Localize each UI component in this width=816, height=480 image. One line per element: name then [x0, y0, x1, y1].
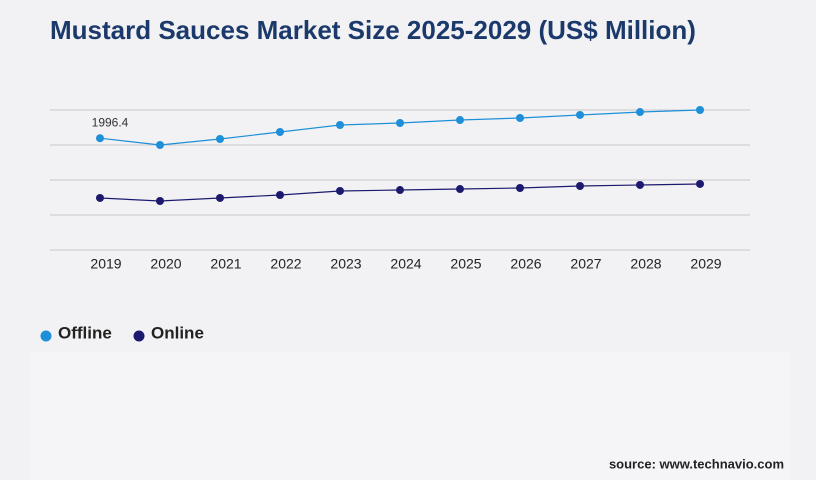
data-point: [516, 114, 524, 123]
data-point: [156, 197, 164, 205]
data-point: [636, 180, 644, 189]
source: source: www.technavio.com: [609, 456, 784, 471]
panel: [30, 352, 790, 480]
data-point: [336, 121, 344, 130]
x-tick-label: 2024: [390, 256, 421, 272]
data-point: [276, 128, 284, 137]
data-point: [216, 135, 224, 144]
data-point: [216, 193, 224, 202]
data-point: [576, 110, 584, 119]
x-tick-label: 2020: [150, 256, 181, 272]
data-point: [96, 134, 104, 143]
x-tick-label: 2027: [570, 256, 601, 272]
data-point: [636, 108, 644, 117]
data-point: [396, 118, 404, 127]
x-tick-label: 2019: [90, 256, 121, 272]
x-tick-label: 2028: [630, 256, 661, 272]
data-point: [516, 184, 524, 193]
legend-label: Offline: [58, 323, 112, 342]
data-point: [576, 181, 584, 190]
x-tick-label: 2022: [270, 256, 301, 272]
data-label: 1996.4: [92, 115, 129, 129]
data-point: [336, 186, 344, 195]
data-point: [456, 116, 464, 125]
data-point: [96, 193, 104, 202]
legend-marker: [40, 330, 52, 342]
data-point: [696, 179, 704, 188]
data-point: [396, 186, 404, 195]
x-tick-label: 2029: [690, 256, 721, 272]
data-point: [696, 106, 704, 114]
data-point: [276, 191, 284, 200]
x-tick-label: 2021: [210, 256, 241, 272]
x-tick-label: 2025: [450, 256, 481, 272]
chart-title: Mustard Sauces Market Size 2025-2029 (US…: [50, 15, 696, 45]
legend-label: Online: [151, 323, 204, 342]
x-tick-label: 2026: [510, 256, 541, 272]
legend-marker: [133, 330, 145, 342]
x-tick-label: 2023: [330, 256, 361, 272]
data-point: [156, 141, 164, 149]
data-point: [456, 185, 464, 194]
